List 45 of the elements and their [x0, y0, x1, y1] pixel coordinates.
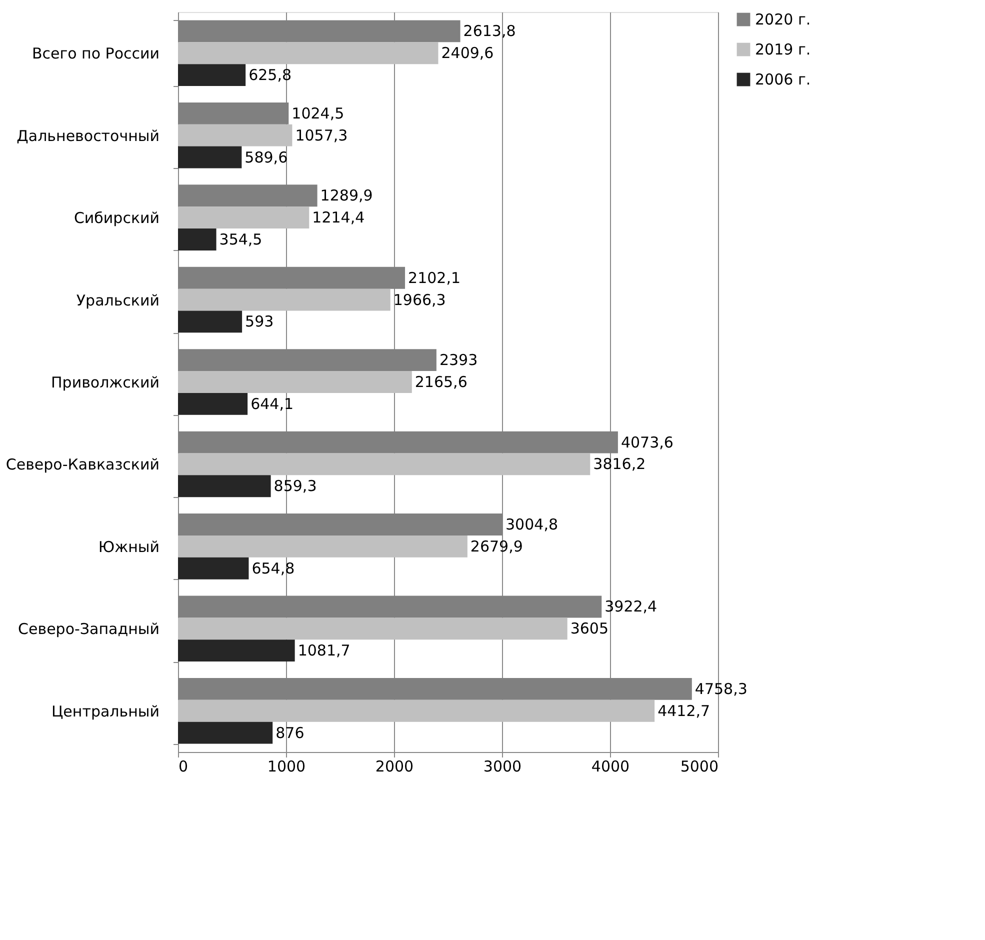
- data-label: 2393: [439, 351, 478, 370]
- data-label: 2409,6: [441, 44, 494, 62]
- data-label: 654,8: [252, 559, 295, 578]
- data-label: 354,5: [219, 230, 262, 248]
- x-tick-label: 4000: [591, 758, 630, 776]
- data-label: 1289,9: [320, 186, 373, 205]
- x-tick-label: 0: [178, 758, 188, 776]
- data-label: 2679,9: [470, 537, 523, 556]
- data-label: 3816,2: [593, 455, 646, 474]
- data-label: 644,1: [250, 394, 294, 413]
- data-label: 4073,6: [620, 433, 674, 452]
- data-label: 859,3: [274, 477, 317, 496]
- data-label: 625,8: [248, 66, 292, 84]
- legend-label: 2006 г.: [755, 70, 811, 88]
- x-tick-label: 1000: [267, 758, 306, 776]
- data-label: 1057,3: [295, 126, 348, 144]
- y-tick-label: Сибирский: [74, 209, 160, 228]
- legend-label: 2020 г.: [755, 10, 811, 28]
- x-tick-label: 5000: [680, 758, 718, 776]
- data-label: 3605: [570, 620, 609, 638]
- data-label: 2165,6: [414, 373, 468, 391]
- data-label: 1081,7: [298, 642, 350, 660]
- legend-label: 2019 г.: [755, 40, 811, 58]
- y-tick-label: Центральный: [52, 702, 160, 720]
- data-label: 4758,3: [694, 680, 748, 698]
- data-label: 1024,5: [292, 104, 344, 122]
- data-label: 593: [245, 312, 274, 331]
- data-label: 2102,1: [408, 268, 461, 287]
- x-tick-label: 2000: [375, 758, 414, 776]
- y-tick-label: Северо-Западный: [18, 620, 160, 638]
- data-label: 589,6: [244, 148, 288, 166]
- data-label: 3922,4: [604, 598, 658, 616]
- y-tick-label: Всего по России: [32, 44, 160, 63]
- data-label: 4412,7: [658, 702, 710, 720]
- data-label: 2613,8: [463, 22, 516, 40]
- y-tick-label: Северо-Кавказский: [6, 456, 160, 474]
- data-label: 1214,4: [312, 208, 365, 227]
- data-label: 1966,3: [393, 290, 446, 309]
- x-tick-label: 3000: [483, 758, 522, 776]
- data-label: 876: [276, 724, 304, 742]
- y-tick-label: Приволжский: [51, 374, 160, 392]
- data-label: 3004,8: [506, 516, 558, 534]
- y-tick-label: Уральский: [76, 291, 160, 310]
- y-tick-label: Южный: [98, 538, 160, 556]
- y-tick-label: Дальневосточный: [16, 126, 160, 145]
